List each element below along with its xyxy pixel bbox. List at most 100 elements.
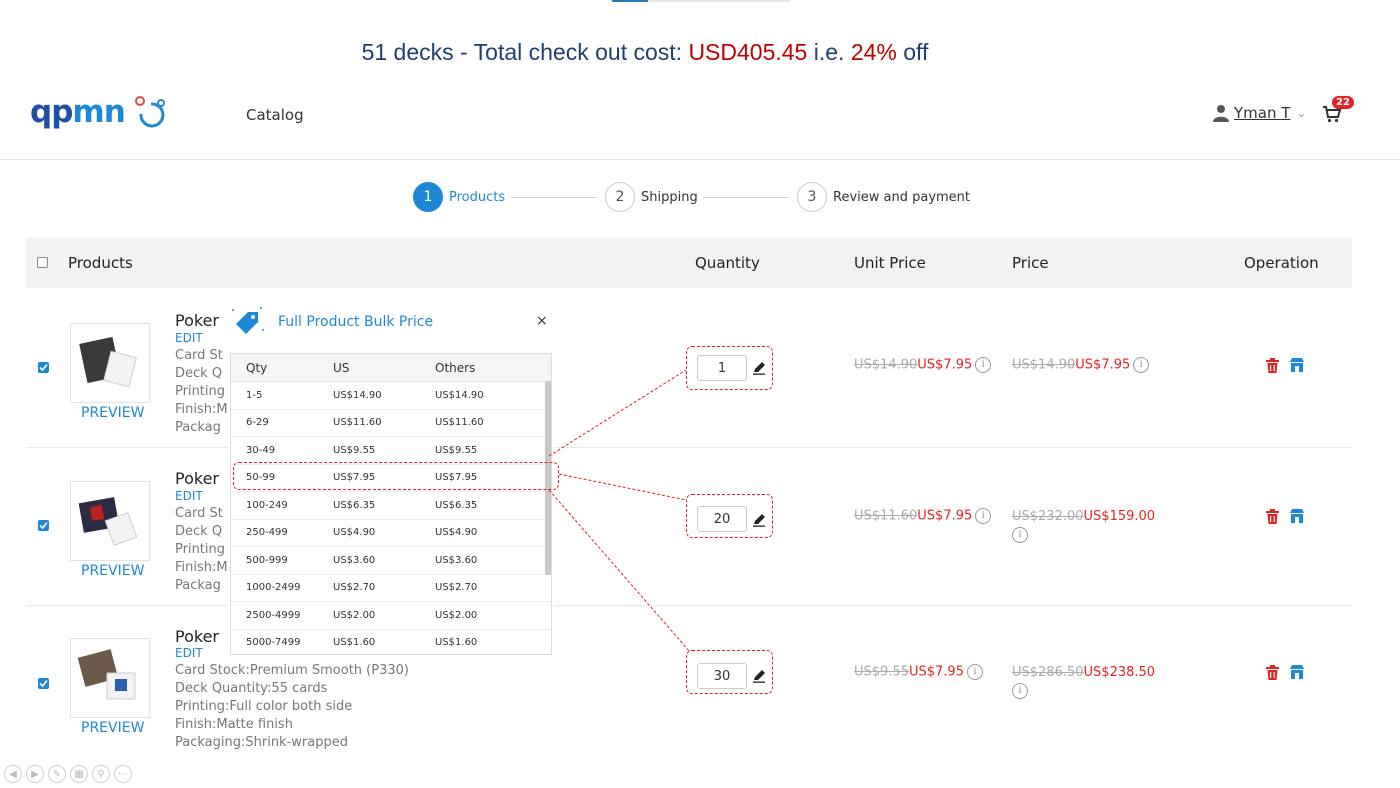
cart-count-badge: 22 <box>1332 96 1354 109</box>
product-name: Poker <box>175 311 219 330</box>
preview-link[interactable]: PREVIEW <box>81 563 145 579</box>
product-thumbnail[interactable] <box>70 638 150 718</box>
caption-text-3: off <box>896 39 929 65</box>
step-number: 3 <box>797 182 827 212</box>
nav-catalog-link[interactable]: Catalog <box>246 106 304 124</box>
select-all-checkbox[interactable] <box>37 257 48 268</box>
bulk-row: 6-29 US$11.60 US$11.60 <box>231 410 551 437</box>
info-icon[interactable]: i <box>975 357 992 373</box>
logo-text-b: mn <box>72 94 125 130</box>
row-checkbox[interactable] <box>38 520 49 531</box>
bulk-row: 500-999 US$3.60 US$3.60 <box>231 547 551 575</box>
trash-icon[interactable] <box>1266 664 1279 680</box>
pencil-icon[interactable] <box>752 361 766 375</box>
pencil-icon[interactable] <box>752 669 766 683</box>
zoom-icon[interactable]: ⚲ <box>92 765 110 783</box>
bulk-table-header: Qty US Others <box>231 354 551 382</box>
row-operations <box>1266 357 1305 373</box>
step-label: Shipping <box>641 189 698 205</box>
close-icon[interactable]: × <box>536 313 548 329</box>
caption-discount: 24% <box>850 39 897 65</box>
column-header-quantity: Quantity <box>695 254 760 272</box>
bulk-col-others: Others <box>435 360 476 375</box>
more-options-icon[interactable]: ⋯ <box>114 765 132 783</box>
user-icon <box>1213 105 1229 122</box>
step-shipping[interactable]: 2 Shipping <box>605 182 698 212</box>
row-divider <box>26 605 1352 606</box>
store-icon[interactable] <box>1289 357 1305 373</box>
product-thumbnail[interactable] <box>70 481 150 561</box>
edit-link[interactable]: EDIT <box>175 646 203 660</box>
info-icon[interactable]: i <box>1133 357 1150 373</box>
logo-text-a: qp <box>30 94 73 130</box>
bulk-row-highlight <box>233 462 559 490</box>
site-logo[interactable]: qpmn <box>30 94 171 130</box>
pen-icon[interactable]: ✎ <box>48 765 66 783</box>
row-operations <box>1266 664 1305 680</box>
bulk-row: 100-249 US$6.35 US$6.35 <box>231 492 551 520</box>
line-price: US$14.90US$7.95 i <box>1012 357 1150 373</box>
quantity-input[interactable]: 1 <box>697 355 747 381</box>
edit-link[interactable]: EDIT <box>175 331 203 345</box>
store-icon[interactable] <box>1289 664 1305 680</box>
next-slide-icon[interactable]: ▶ <box>26 765 44 783</box>
popup-scrollbar[interactable] <box>545 381 551 575</box>
product-image <box>78 497 138 546</box>
info-icon[interactable]: i <box>1012 526 1028 543</box>
row-checkbox[interactable] <box>38 362 49 373</box>
slide-caption: 51 decks - Total check out cost: USD405.… <box>0 39 1290 66</box>
trash-icon[interactable] <box>1266 508 1279 524</box>
chevron-down-icon: ⌄ <box>1296 106 1307 120</box>
preview-link[interactable]: PREVIEW <box>81 720 145 736</box>
bulk-row: 30-49 US$9.55 US$9.55 <box>231 437 551 465</box>
product-thumbnail[interactable] <box>70 323 150 403</box>
prev-slide-icon[interactable]: ◀ <box>4 765 22 783</box>
column-header-operation: Operation <box>1244 254 1319 272</box>
bulk-row: 1-5 US$14.90 US$14.90 <box>231 382 551 410</box>
step-number: 2 <box>605 182 635 212</box>
bulk-row: 250-499 US$4.90 US$4.90 <box>231 520 551 547</box>
product-name: Poker <box>175 469 219 488</box>
step-number: 1 <box>413 182 443 212</box>
store-icon[interactable] <box>1289 508 1305 524</box>
bulk-price-table: Qty US Others 1-5 US$14.90 US$14.90 6-29 US… <box>230 353 552 655</box>
column-header-price: Price <box>1012 254 1049 272</box>
slides-grid-icon[interactable]: ▦ <box>70 765 88 783</box>
row-divider <box>26 447 1352 448</box>
cart-button[interactable]: 22 <box>1322 96 1354 128</box>
info-icon[interactable]: i <box>966 664 983 680</box>
product-specs: Card Stock:Premium Smooth (P330) Deck Qua… <box>175 663 409 750</box>
line-price: US$286.50US$238.50 i <box>1012 664 1155 700</box>
info-icon[interactable]: i <box>975 508 992 524</box>
table-header <box>26 238 1352 288</box>
step-review-payment[interactable]: 3 Review and payment <box>797 182 970 212</box>
quantity-input[interactable]: 30 <box>697 663 747 689</box>
line-price: US$232.00US$159.00 i <box>1012 508 1155 544</box>
step-connector <box>511 197 597 198</box>
edit-link[interactable]: EDIT <box>175 489 203 503</box>
product-image <box>79 336 137 388</box>
info-icon[interactable]: i <box>1012 682 1028 699</box>
quantity-highlight <box>686 346 773 390</box>
column-header-unit-price: Unit Price <box>854 254 926 272</box>
column-header-products: Products <box>68 254 133 272</box>
quantity-highlight <box>686 650 773 694</box>
trash-icon[interactable] <box>1266 357 1279 373</box>
bulk-col-qty: Qty <box>246 360 268 375</box>
preview-link[interactable]: PREVIEW <box>81 405 145 421</box>
price-tag-icon <box>232 307 264 334</box>
row-operations <box>1266 508 1305 524</box>
quantity-input[interactable]: 20 <box>697 506 747 532</box>
logo-mark-icon <box>134 96 165 128</box>
caption-total: USD405.45 <box>688 39 808 65</box>
step-label: Review and payment <box>833 189 971 205</box>
row-checkbox[interactable] <box>38 678 49 689</box>
pencil-icon[interactable] <box>752 513 766 527</box>
unit-price: US$14.90US$7.95 i <box>854 357 992 373</box>
caption-text-2: i.e. <box>807 39 851 65</box>
user-menu[interactable]: Yman T ⌄ <box>1212 104 1306 122</box>
step-products[interactable]: 1 Products <box>413 182 505 212</box>
step-label: Products <box>449 189 506 205</box>
product-name: Poker <box>175 627 219 646</box>
